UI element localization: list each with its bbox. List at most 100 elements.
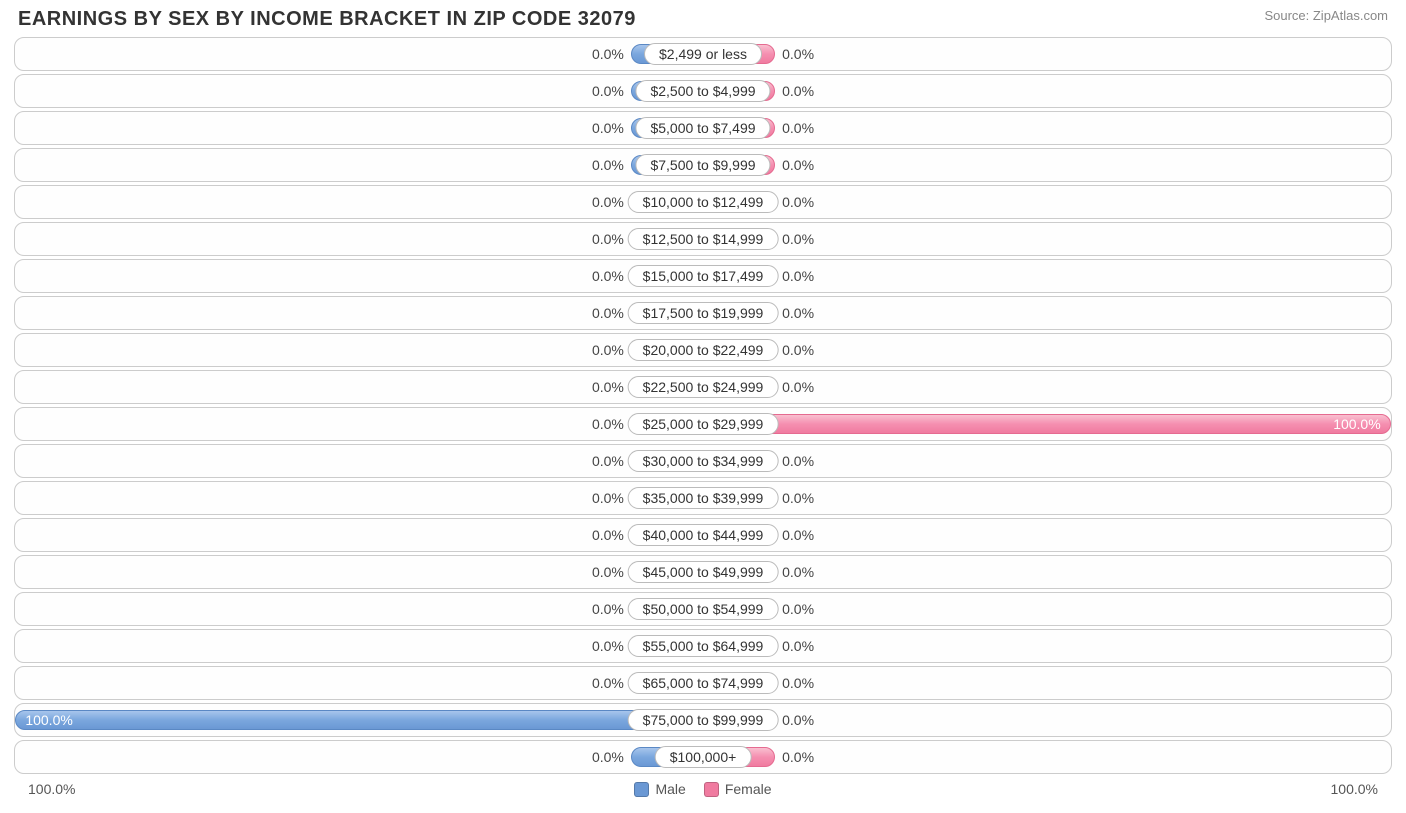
male-half: 0.0% — [15, 334, 703, 366]
chart-header: EARNINGS BY SEX BY INCOME BRACKET IN ZIP… — [0, 0, 1406, 35]
female-half: 0.0% — [703, 223, 1391, 255]
female-half: 0.0% — [703, 371, 1391, 403]
male-half: 0.0% — [15, 667, 703, 699]
chart-row: 100.0%0.0%$75,000 to $99,999 — [14, 703, 1392, 737]
female-half: 0.0% — [703, 630, 1391, 662]
chart-row: 0.0% 0.0%$40,000 to $44,999 — [14, 518, 1392, 552]
legend: Male Female — [634, 781, 771, 797]
legend-label-female: Female — [725, 781, 772, 797]
male-value-label: 0.0% — [592, 453, 624, 469]
category-pill: $65,000 to $74,999 — [628, 672, 779, 694]
male-half: 0.0% — [15, 445, 703, 477]
male-half: 0.0% — [15, 630, 703, 662]
female-value-label: 0.0% — [782, 305, 814, 321]
female-value-label: 0.0% — [782, 157, 814, 173]
male-value-label: 0.0% — [592, 83, 624, 99]
chart-row: 0.0% 0.0%$35,000 to $39,999 — [14, 481, 1392, 515]
female-value-label: 0.0% — [782, 527, 814, 543]
male-value-label: 100.0% — [25, 712, 72, 728]
male-value-label: 0.0% — [592, 46, 624, 62]
male-half: 0.0% — [15, 741, 703, 773]
category-pill: $15,000 to $17,499 — [628, 265, 779, 287]
chart-row: 0.0% 0.0%$45,000 to $49,999 — [14, 555, 1392, 589]
female-half: 0.0% — [703, 186, 1391, 218]
female-value-label: 0.0% — [782, 83, 814, 99]
female-value-label: 0.0% — [782, 120, 814, 136]
male-half: 0.0% — [15, 223, 703, 255]
category-pill: $22,500 to $24,999 — [628, 376, 779, 398]
female-half: 0.0% — [703, 112, 1391, 144]
category-pill: $12,500 to $14,999 — [628, 228, 779, 250]
female-value-label: 0.0% — [782, 194, 814, 210]
female-half: 0.0% — [703, 667, 1391, 699]
chart-row: 0.0%0.0%$2,500 to $4,999 — [14, 74, 1392, 108]
male-half: 0.0% — [15, 519, 703, 551]
male-half: 0.0% — [15, 593, 703, 625]
legend-label-male: Male — [655, 781, 685, 797]
female-half: 100.0% — [703, 408, 1391, 440]
chart-row: 0.0%0.0%$100,000+ — [14, 740, 1392, 774]
legend-swatch-male — [634, 782, 649, 797]
chart-row: 0.0%0.0%$10,000 to $12,499 — [14, 185, 1392, 219]
female-half: 0.0% — [703, 149, 1391, 181]
female-half: 0.0% — [703, 260, 1391, 292]
chart-row: 0.0% 0.0%$65,000 to $74,999 — [14, 666, 1392, 700]
chart-source: Source: ZipAtlas.com — [1264, 8, 1388, 23]
female-half: 0.0% — [703, 519, 1391, 551]
male-value-label: 0.0% — [592, 231, 624, 247]
chart-footer: 100.0% Male Female 100.0% — [0, 777, 1406, 797]
male-value-label: 0.0% — [592, 749, 624, 765]
male-value-label: 0.0% — [592, 194, 624, 210]
axis-right-max: 100.0% — [1331, 781, 1378, 797]
category-pill: $45,000 to $49,999 — [628, 561, 779, 583]
chart-row: 0.0%0.0%$30,000 to $34,999 — [14, 444, 1392, 478]
male-half: 0.0% — [15, 112, 703, 144]
female-value-label: 0.0% — [782, 490, 814, 506]
category-pill: $40,000 to $44,999 — [628, 524, 779, 546]
chart-row: 0.0%0.0%$15,000 to $17,499 — [14, 259, 1392, 293]
male-half: 0.0% — [15, 149, 703, 181]
category-pill: $35,000 to $39,999 — [628, 487, 779, 509]
male-half: 0.0% — [15, 482, 703, 514]
female-half: 0.0% — [703, 75, 1391, 107]
female-value-label: 0.0% — [782, 638, 814, 654]
female-half: 0.0% — [703, 704, 1391, 736]
chart-row: 0.0% 0.0% $2,499 or less — [14, 37, 1392, 71]
male-half: 0.0% — [15, 556, 703, 588]
female-value-label: 0.0% — [782, 342, 814, 358]
female-value-label: 0.0% — [782, 231, 814, 247]
category-pill: $50,000 to $54,999 — [628, 598, 779, 620]
female-bar — [703, 414, 1391, 434]
male-half: 0.0% — [15, 297, 703, 329]
category-pill: $7,500 to $9,999 — [635, 154, 770, 176]
category-pill: $100,000+ — [655, 746, 752, 768]
male-half: 0.0% — [15, 186, 703, 218]
female-half: 0.0% — [703, 334, 1391, 366]
male-value-label: 0.0% — [592, 675, 624, 691]
category-pill: $20,000 to $22,499 — [628, 339, 779, 361]
female-value-label: 0.0% — [782, 564, 814, 580]
female-value-label: 0.0% — [782, 46, 814, 62]
chart-row: 0.0%0.0%$5,000 to $7,499 — [14, 111, 1392, 145]
chart-row: 0.0% 0.0%$55,000 to $64,999 — [14, 629, 1392, 663]
female-half: 0.0% — [703, 741, 1391, 773]
category-pill: $2,499 or less — [644, 43, 762, 65]
female-half: 0.0% — [703, 556, 1391, 588]
legend-swatch-female — [704, 782, 719, 797]
chart-area: 0.0%0.0%$2,499 or less0.0%0.0%$2,500 to … — [0, 35, 1406, 774]
female-half: 0.0% — [703, 482, 1391, 514]
chart-title: EARNINGS BY SEX BY INCOME BRACKET IN ZIP… — [18, 8, 636, 31]
female-half: 0.0% — [703, 38, 1391, 70]
category-pill: $30,000 to $34,999 — [628, 450, 779, 472]
category-pill: $55,000 to $64,999 — [628, 635, 779, 657]
male-value-label: 0.0% — [592, 157, 624, 173]
male-value-label: 0.0% — [592, 490, 624, 506]
male-value-label: 0.0% — [592, 305, 624, 321]
female-value-label: 0.0% — [782, 268, 814, 284]
male-value-label: 0.0% — [592, 601, 624, 617]
axis-left-max: 100.0% — [28, 781, 75, 797]
legend-item-female: Female — [704, 781, 772, 797]
female-value-label: 0.0% — [782, 675, 814, 691]
category-pill: $25,000 to $29,999 — [628, 413, 779, 435]
male-value-label: 0.0% — [592, 120, 624, 136]
